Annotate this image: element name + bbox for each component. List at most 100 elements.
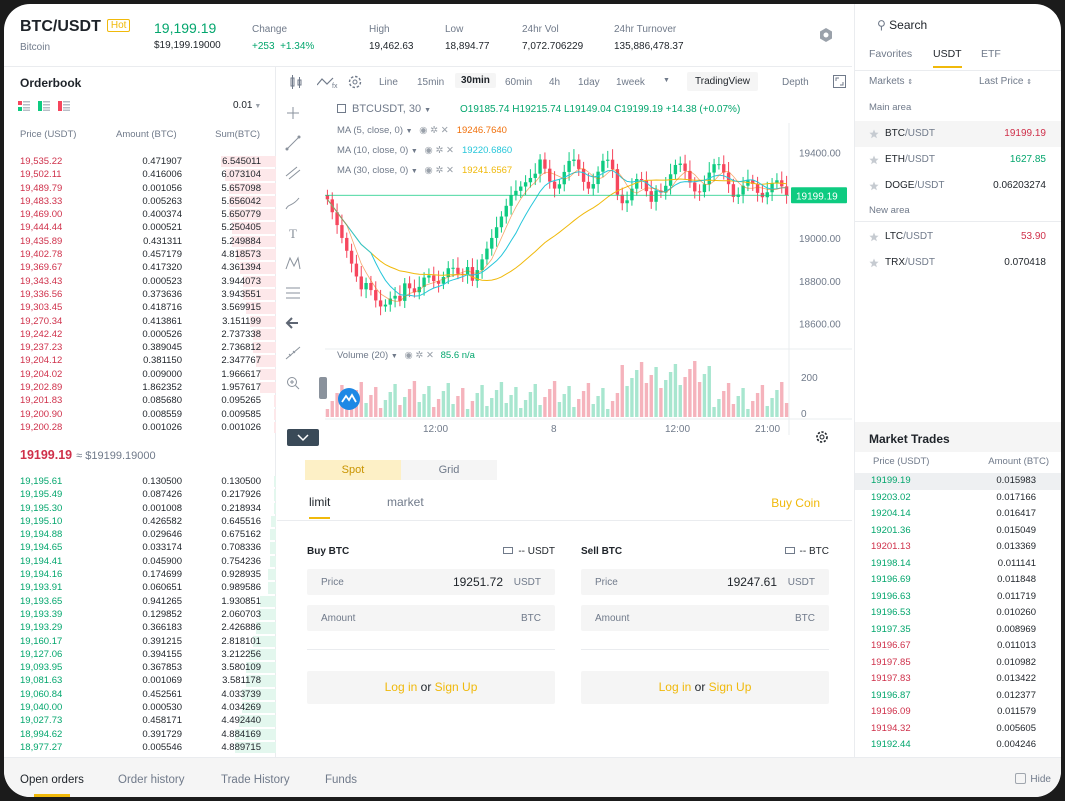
buy-percent-slider[interactable] [307,649,555,650]
bid-row[interactable]: 18,994.62 0.391729 4.884169 [4,728,276,741]
candlestick-chart[interactable]: 19199.19 19400.00 19000.00 18800.00 18600.00… [325,123,852,435]
eye-icon[interactable]: ◉ [424,165,433,176]
ask-row[interactable]: 19,483.33 0.005263 5.656042 [4,195,276,208]
tab-favorites[interactable]: Favorites [869,48,913,60]
ask-row[interactable]: 19,343.43 0.000523 3.944073 [4,275,276,288]
hide-other-pairs-toggle[interactable]: Hide [1015,773,1051,785]
sell-login-button[interactable]: Log in or Sign Up [581,671,829,704]
mid-price[interactable]: 19199.19 ≈ $19199.19000 [20,448,156,462]
ask-row[interactable]: 19,201.83 0.085680 0.095265 [4,394,276,407]
ma30-legend[interactable]: MA (30, close, 0) ▼ ◉ ✲ ✕ 19241.6567 [337,165,513,176]
star-icon[interactable] [869,232,879,242]
buy-login-button[interactable]: Log in or Sign Up [307,671,555,704]
hide-chart-panel-button[interactable] [287,429,319,446]
bid-row[interactable]: 19,081.63 0.001069 3.581178 [4,674,276,687]
gear-icon[interactable] [814,429,830,445]
bid-row[interactable]: 19,195.10 0.426582 0.645516 [4,515,276,528]
ask-row[interactable]: 19,336.56 0.373636 3.943551 [4,288,276,301]
ask-row[interactable]: 19,200.28 0.001026 0.001026 [4,421,276,434]
brush-icon[interactable] [283,195,303,211]
market-row[interactable]: DOGE/USDT 0.06203274 [855,173,1061,199]
bid-row[interactable]: 19,195.61 0.130500 0.130500 [4,475,276,488]
bid-row[interactable]: 19,093.95 0.367853 3.580109 [4,661,276,674]
bid-row[interactable]: 19,194.41 0.045900 0.754236 [4,555,276,568]
ask-row[interactable]: 19,535.22 0.471907 6.545011 [4,155,276,168]
view-depth-button[interactable]: Depth [782,77,809,88]
tab-order-history[interactable]: Order history [118,774,185,786]
ask-row[interactable]: 19,444.44 0.000521 5.250405 [4,221,276,234]
close-icon[interactable]: ✕ [440,125,449,136]
fib-icon[interactable] [283,285,303,301]
crosshair-icon[interactable] [283,105,303,121]
star-icon[interactable] [869,181,879,191]
fullscreen-icon[interactable] [833,75,846,88]
market-row[interactable]: TRX/USDT 0.070418 [855,250,1061,276]
bid-row[interactable]: 19,193.39 0.129852 2.060703 [4,608,276,621]
eye-icon[interactable]: ◉ [404,350,413,361]
signup-link[interactable]: Sign Up [708,680,752,694]
bid-row[interactable]: 19,194.65 0.033174 0.708336 [4,541,276,554]
close-icon[interactable]: ✕ [446,165,455,176]
view-tradingview-button[interactable]: TradingView [687,72,759,91]
ma5-legend[interactable]: MA (5, close, 0) ▼ ◉ ✲ ✕ 19246.7640 [337,125,507,136]
orderbook-bids-icon[interactable] [38,101,50,111]
ask-row[interactable]: 19,270.34 0.413861 3.151199 [4,315,276,328]
candles-icon[interactable] [289,75,303,89]
ask-row[interactable]: 19,202.89 1.862352 1.957617 [4,381,276,394]
col-last-price[interactable]: Last Price ⇕ [979,76,1032,87]
pattern-icon[interactable] [283,255,303,271]
collapse-toolbar-handle[interactable] [319,377,327,399]
orderbook-both-icon[interactable] [18,101,30,111]
back-arrow-icon[interactable] [283,315,303,331]
bid-row[interactable]: 19,027.73 0.458171 4.492440 [4,714,276,727]
close-icon[interactable]: ✕ [426,350,434,361]
collapse-legend-icon[interactable] [337,104,346,113]
spot-tab[interactable]: Spot [305,460,401,480]
tf-1day[interactable]: 1day [578,77,600,88]
ask-row[interactable]: 19,502.11 0.416006 6.073104 [4,168,276,181]
ask-row[interactable]: 19,237.23 0.389045 2.736812 [4,341,276,354]
bid-row[interactable]: 19,193.29 0.366183 2.426886 [4,621,276,634]
ask-row[interactable]: 19,204.12 0.381150 2.347767 [4,354,276,367]
bid-row[interactable]: 19,194.88 0.029646 0.675162 [4,528,276,541]
bid-row[interactable]: 19,193.65 0.941265 1.930851 [4,595,276,608]
volume-legend[interactable]: Volume (20) ▼ ◉ ✲ ✕ 85.6 n/a [337,350,475,361]
sell-amount-input[interactable]: Amount BTC [581,605,829,631]
ask-row[interactable]: 19,303.45 0.418716 3.569915 [4,301,276,314]
sell-percent-slider[interactable] [581,649,829,650]
ask-row[interactable]: 19,435.89 0.431311 5.249884 [4,235,276,248]
tf-4h[interactable]: 4h [549,77,561,88]
tf-1week[interactable]: 1week [616,77,645,88]
text-tool-icon[interactable]: T [283,225,303,241]
tab-funds[interactable]: Funds [325,774,357,786]
tab-trade-history[interactable]: Trade History [221,774,290,786]
col-markets[interactable]: Markets ⇕ [869,76,913,87]
checkbox-icon[interactable] [1015,773,1027,784]
ask-row[interactable]: 19,469.00 0.400374 5.650779 [4,208,276,221]
tf-15min[interactable]: 15min [417,77,445,88]
eye-icon[interactable]: ◉ [419,125,428,136]
eye-icon[interactable]: ◉ [424,145,433,156]
tab-usdt[interactable]: USDT [933,48,962,68]
star-icon[interactable] [869,155,879,165]
ask-row[interactable]: 19,369.67 0.417320 4.361394 [4,261,276,274]
bid-row[interactable]: 19,160.17 0.391215 2.818101 [4,635,276,648]
bid-row[interactable]: 19,127.06 0.394155 3.212256 [4,648,276,661]
settings-hex-icon[interactable] [819,28,833,42]
login-link[interactable]: Log in [658,680,692,694]
ask-row[interactable]: 19,402.78 0.457179 4.818573 [4,248,276,261]
tab-market[interactable]: market [387,495,424,509]
buy-coin-link[interactable]: Buy Coin [771,496,820,510]
tab-limit[interactable]: limit [309,495,331,519]
bid-row[interactable]: 18,977.27 0.005546 4.889715 [4,741,276,754]
bid-row[interactable]: 19,195.30 0.001008 0.218934 [4,502,276,515]
precision-select[interactable]: 0.01 ▼ [233,100,261,111]
ruler-icon[interactable] [283,345,303,361]
gear-icon[interactable]: ✲ [435,145,444,156]
sell-price-input[interactable]: Price 19247.61 USDT [581,569,829,595]
tf-line[interactable]: Line [379,77,398,88]
star-icon[interactable] [869,129,879,139]
ask-row[interactable]: 19,200.90 0.008559 0.009585 [4,408,276,421]
buy-amount-input[interactable]: Amount BTC [307,605,555,631]
tf-30min[interactable]: 30min [455,73,496,88]
